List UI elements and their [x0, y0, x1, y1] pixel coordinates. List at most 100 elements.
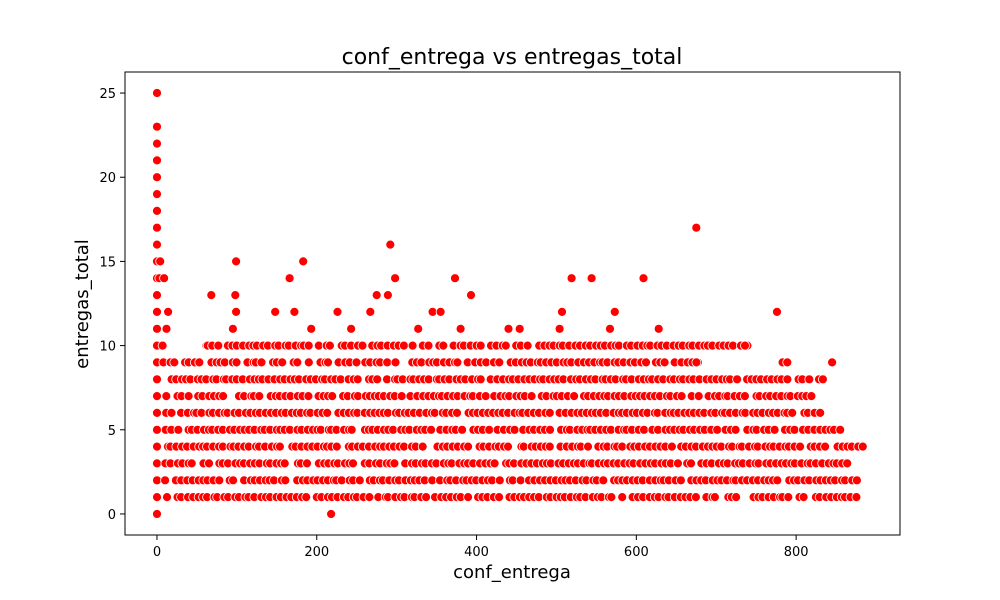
data-point	[388, 424, 399, 435]
data-point	[396, 391, 407, 402]
plot-area	[124, 71, 901, 536]
data-point	[566, 273, 577, 284]
data-point	[326, 509, 337, 519]
data-point	[421, 492, 432, 503]
y-tick-label: 25	[99, 87, 116, 102]
data-point	[815, 407, 826, 418]
data-point	[583, 441, 593, 452]
data-point	[557, 306, 567, 317]
data-point	[346, 323, 357, 334]
data-point	[667, 441, 677, 452]
data-point	[463, 441, 474, 452]
data-point	[382, 290, 393, 301]
data-point	[365, 306, 376, 317]
data-point	[152, 458, 162, 469]
data-point	[298, 256, 309, 267]
data-point	[489, 458, 500, 469]
data-point	[152, 290, 162, 301]
x-axis-ticks: 0 200 400 600 800	[153, 535, 809, 560]
data-point	[769, 424, 780, 435]
data-point	[820, 441, 830, 452]
data-point	[798, 492, 809, 503]
data-point	[371, 290, 382, 301]
data-point	[231, 256, 242, 267]
data-point	[423, 340, 434, 351]
data-point	[494, 475, 505, 486]
data-point	[152, 509, 162, 519]
y-tick-label: 0	[108, 508, 116, 523]
y-tick-label: 20	[99, 171, 116, 186]
data-point	[475, 340, 486, 351]
data-point	[772, 475, 783, 486]
data-point	[731, 492, 741, 503]
data-point	[452, 407, 462, 418]
data-point	[500, 340, 511, 351]
data-point	[351, 357, 362, 368]
data-point	[357, 340, 368, 351]
data-point	[348, 458, 358, 469]
data-point	[417, 441, 428, 452]
data-point	[301, 492, 312, 503]
data-point	[450, 273, 460, 284]
data-point	[206, 290, 217, 301]
data-point	[740, 391, 750, 402]
data-point	[686, 458, 696, 469]
data-point	[152, 121, 162, 132]
data-point	[691, 357, 702, 368]
data-point	[835, 424, 846, 435]
data-point	[598, 475, 609, 486]
data-point	[484, 424, 495, 435]
data-point	[194, 357, 205, 368]
data-point	[152, 492, 162, 503]
x-tick-label: 0	[153, 545, 161, 560]
data-point	[303, 391, 314, 402]
data-point	[364, 492, 375, 503]
data-point	[782, 374, 793, 385]
data-point	[586, 273, 597, 284]
data-point	[503, 441, 513, 452]
data-point	[183, 391, 194, 402]
data-point	[186, 458, 197, 469]
data-point	[162, 492, 172, 503]
data-point	[166, 407, 177, 418]
x-tick-label: 800	[784, 545, 809, 560]
data-point	[228, 475, 239, 486]
data-point	[509, 424, 520, 435]
data-point	[327, 391, 338, 402]
data-point	[606, 492, 617, 503]
data-point	[161, 391, 172, 402]
data-point	[279, 458, 290, 469]
data-point	[712, 424, 723, 435]
data-point	[806, 391, 817, 402]
data-point	[231, 306, 242, 317]
data-point	[730, 424, 741, 435]
data-point	[161, 323, 172, 334]
data-point	[231, 357, 242, 368]
chart-title: conf_entrega vs entregas_total	[342, 45, 683, 70]
x-tick-label: 400	[464, 545, 489, 560]
data-point	[352, 374, 363, 385]
data-point	[277, 357, 288, 368]
data-point	[514, 323, 525, 334]
data-point	[213, 340, 224, 351]
data-point	[426, 424, 437, 435]
data-point	[435, 306, 446, 317]
data-point	[457, 424, 468, 435]
data-point	[676, 391, 687, 402]
data-point	[789, 424, 800, 435]
data-point	[302, 458, 312, 469]
data-point	[382, 357, 393, 368]
data-point	[691, 222, 702, 233]
data-point	[494, 492, 505, 503]
data-point	[732, 374, 742, 385]
data-point	[214, 475, 225, 486]
data-point	[152, 222, 162, 233]
data-point	[152, 323, 162, 334]
data-point	[609, 306, 620, 317]
data-point	[503, 323, 514, 334]
data-point	[152, 205, 162, 216]
data-point	[152, 374, 162, 385]
data-point	[710, 492, 720, 503]
x-tick-label: 200	[304, 545, 329, 560]
data-point	[322, 407, 333, 418]
